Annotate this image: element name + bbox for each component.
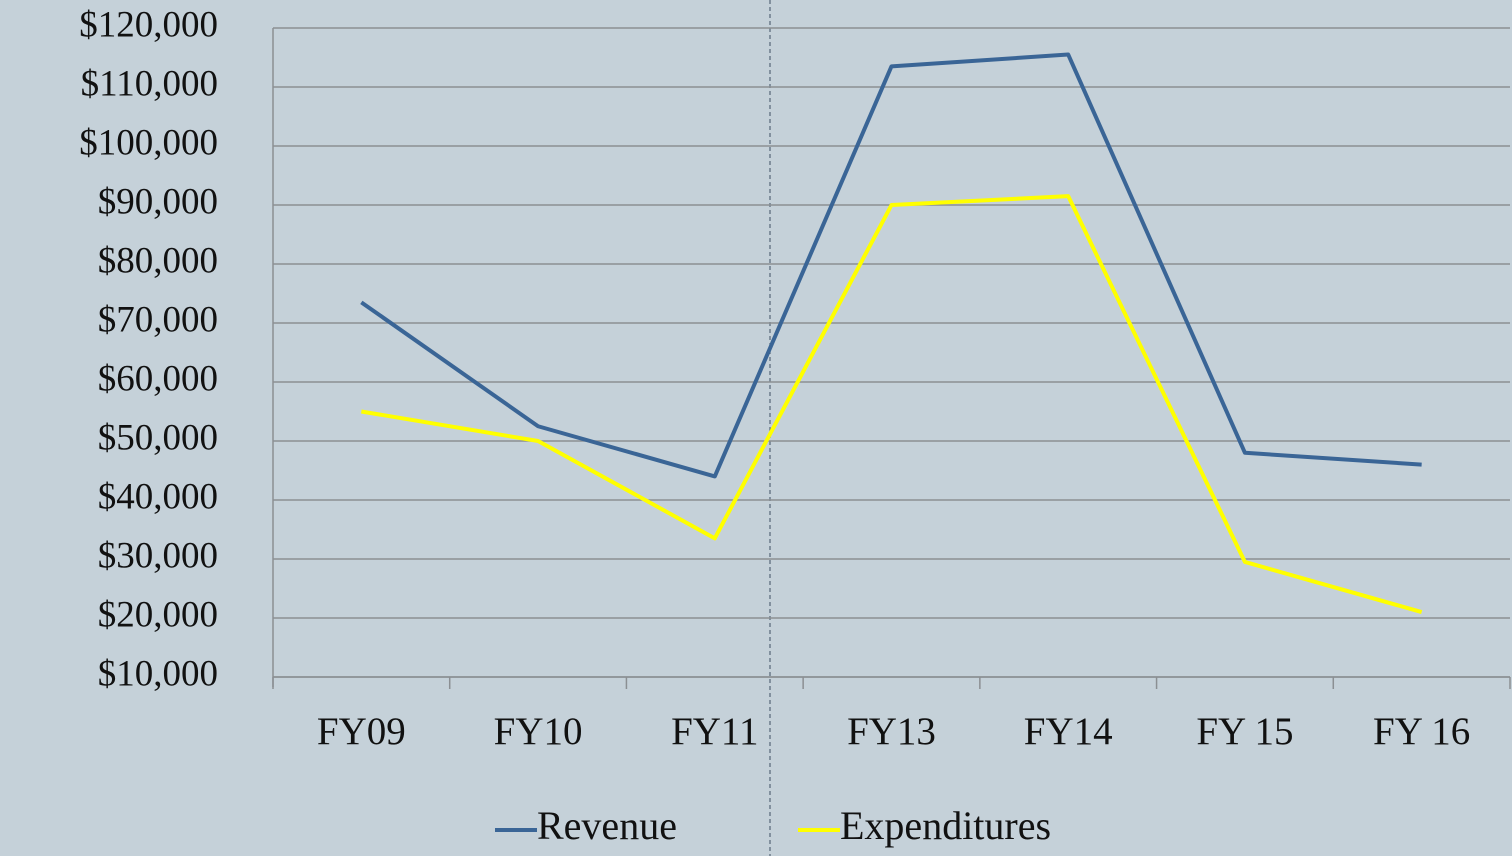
y-tick-label: $30,000 bbox=[98, 535, 218, 576]
x-tick-label: FY 15 bbox=[1196, 710, 1293, 753]
y-tick-label: $70,000 bbox=[98, 299, 218, 340]
legend-label: Expenditures bbox=[840, 803, 1051, 848]
series-line bbox=[360, 52, 1422, 479]
legend-label: Revenue bbox=[537, 803, 677, 848]
x-tick-label: FY13 bbox=[847, 710, 936, 753]
y-tick-label: $10,000 bbox=[98, 653, 218, 694]
y-tick-label: $110,000 bbox=[81, 63, 218, 104]
x-tick-label: FY14 bbox=[1024, 710, 1113, 753]
y-tick-label: $20,000 bbox=[98, 594, 218, 635]
y-tick-label: $80,000 bbox=[98, 240, 218, 281]
y-tick-label: $60,000 bbox=[98, 358, 218, 399]
x-tick-label: FY09 bbox=[317, 710, 406, 753]
series-line bbox=[361, 194, 1423, 615]
y-tick-label: $90,000 bbox=[98, 181, 218, 222]
x-tick-label: FY10 bbox=[494, 710, 583, 753]
y-tick-label: $50,000 bbox=[98, 417, 218, 458]
x-tick-label: FY 16 bbox=[1373, 710, 1470, 753]
y-tick-label: $100,000 bbox=[79, 122, 218, 163]
y-tick-label: $120,000 bbox=[79, 4, 218, 45]
y-tick-label: $40,000 bbox=[98, 476, 218, 517]
x-tick-label: FY11 bbox=[671, 710, 758, 753]
